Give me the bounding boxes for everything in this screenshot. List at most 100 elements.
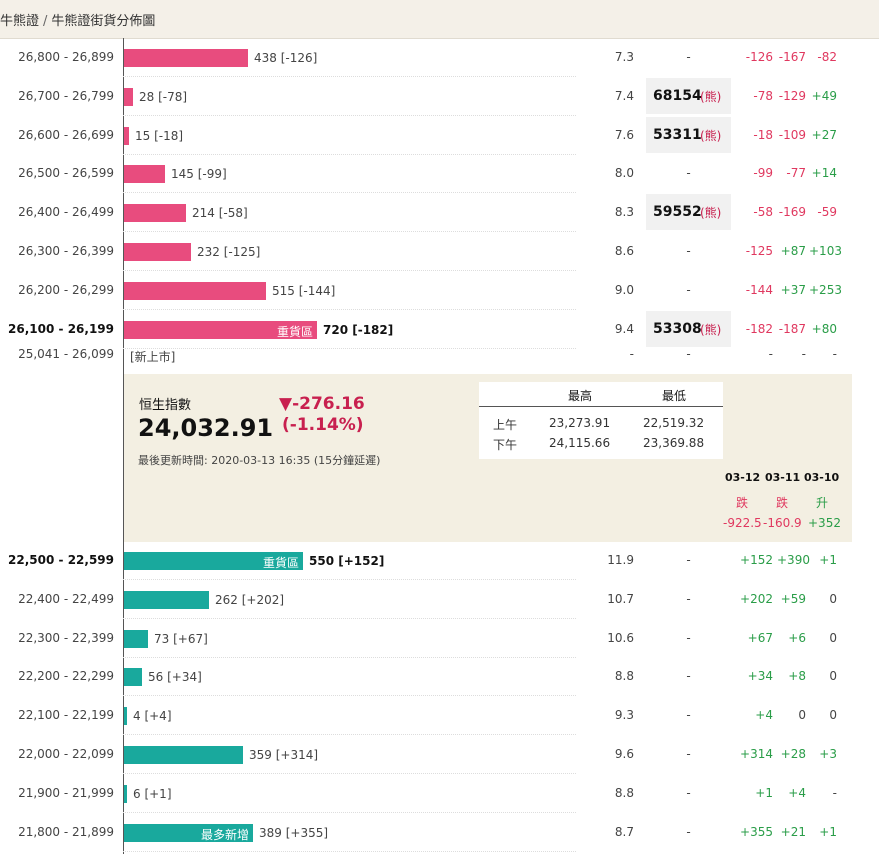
history-direction: 跌 bbox=[776, 496, 789, 510]
warrant-code[interactable]: 59552 bbox=[653, 204, 702, 221]
code-box[interactable]: 53308 (熊) bbox=[646, 310, 731, 347]
ratio: 8.8 bbox=[614, 785, 634, 800]
row-divider bbox=[123, 114, 576, 116]
bull-row: 26,800 - 26,899 438 [-126] 7.3 - -126 -1… bbox=[0, 39, 879, 77]
bear-mark: (熊) bbox=[700, 128, 722, 143]
row-divider bbox=[123, 811, 576, 813]
session-label: 上午 bbox=[493, 418, 518, 432]
bull-bar[interactable] bbox=[124, 243, 191, 261]
code: - bbox=[686, 166, 691, 181]
change-3: +1 bbox=[819, 824, 837, 839]
warrant-code[interactable]: 53308 bbox=[653, 320, 702, 337]
bull-bar[interactable]: 重貨區 bbox=[124, 320, 317, 339]
ratio: 8.8 bbox=[614, 669, 634, 684]
change-3: +253 bbox=[809, 282, 842, 297]
bear-bar[interactable]: 重貨區 bbox=[124, 552, 303, 570]
change-1: -58 bbox=[753, 205, 773, 220]
price-range: 26,500 - 26,599 bbox=[18, 166, 114, 181]
breadcrumb-cbbc-distribution[interactable]: 牛熊證街貨分佈圖 bbox=[51, 14, 156, 29]
code: - bbox=[686, 244, 691, 258]
change-2: -187 bbox=[778, 321, 806, 336]
bar-value: 15 [-18] bbox=[135, 128, 184, 143]
code: - bbox=[686, 708, 691, 723]
row-divider bbox=[123, 850, 576, 852]
change-1: -99 bbox=[753, 166, 773, 181]
session-low: 23,369.88 bbox=[643, 436, 705, 450]
change-2: +390 bbox=[777, 553, 810, 567]
change-3: +3 bbox=[819, 747, 837, 761]
bear-mark: (熊) bbox=[700, 89, 722, 104]
bar-value: 389 [+355] bbox=[259, 825, 329, 840]
bear-bar[interactable]: 最多新增 bbox=[124, 823, 253, 842]
low-header: 最低 bbox=[662, 389, 687, 403]
change-1: +4 bbox=[755, 708, 773, 723]
breadcrumb: 牛熊證 / 牛熊證街貨分佈圖 bbox=[0, 10, 155, 29]
ratio: 7.6 bbox=[614, 127, 634, 142]
bar-value: 56 [+34] bbox=[148, 670, 202, 685]
change-2: +59 bbox=[780, 591, 806, 606]
warrant-code[interactable]: 68154 bbox=[653, 87, 702, 104]
bar-value: 515 [-144] bbox=[272, 283, 336, 298]
change-3: +49 bbox=[811, 88, 837, 103]
bear-bar[interactable] bbox=[124, 707, 127, 726]
bull-bar[interactable] bbox=[124, 281, 266, 300]
bull-bar[interactable] bbox=[124, 49, 248, 67]
bull-bar[interactable] bbox=[124, 165, 165, 184]
change-1: -18 bbox=[753, 127, 773, 142]
bear-row: 21,800 - 21,899 最多新增 389 [+355] 8.7 - +3… bbox=[0, 814, 879, 852]
history-date: 03-12 bbox=[725, 471, 761, 484]
bar-value: 438 [-126] bbox=[254, 51, 318, 65]
change-1: +202 bbox=[740, 591, 773, 606]
bar-tag: 重貨區 bbox=[262, 556, 299, 570]
row-divider bbox=[123, 347, 576, 349]
bar-value: 214 [-58] bbox=[192, 206, 248, 221]
bear-row: 22,300 - 22,399 73 [+67] 10.6 - +67 +6 0 bbox=[0, 620, 879, 658]
row-divider bbox=[123, 773, 576, 774]
change-1: -182 bbox=[745, 321, 773, 336]
change-3: 0 bbox=[829, 591, 837, 606]
high-low-table: 最高 最低 上午 23,273.91 22,519.32 下午 24,115.6… bbox=[479, 382, 723, 459]
row-divider bbox=[123, 153, 576, 155]
change-2: +8 bbox=[788, 669, 806, 684]
code-box[interactable]: 59552 (熊) bbox=[646, 194, 731, 231]
price-range: 26,400 - 26,499 bbox=[18, 205, 114, 220]
row-divider bbox=[123, 579, 576, 580]
ratio: 9.4 bbox=[614, 321, 634, 336]
bull-bar[interactable] bbox=[124, 126, 129, 145]
row-divider bbox=[123, 192, 576, 194]
code: - bbox=[686, 630, 691, 645]
bear-bar[interactable] bbox=[124, 590, 209, 609]
change-3: -59 bbox=[817, 205, 837, 220]
ratio: 7.4 bbox=[614, 88, 634, 103]
code-box[interactable]: 68154 (熊) bbox=[646, 77, 731, 114]
change-1: +152 bbox=[740, 553, 773, 567]
bear-bar[interactable] bbox=[124, 784, 127, 803]
bull-row: 26,200 - 26,299 515 [-144] 9.0 - -144 +3… bbox=[0, 272, 879, 310]
bear-bar[interactable] bbox=[124, 668, 142, 687]
change-3: - bbox=[832, 347, 837, 361]
breadcrumb-cbbc[interactable]: 牛熊證 bbox=[0, 14, 40, 29]
header-divider bbox=[479, 406, 723, 407]
change-3: 0 bbox=[829, 630, 837, 645]
bull-bar[interactable] bbox=[124, 204, 186, 223]
price-range: 22,100 - 22,199 bbox=[18, 708, 114, 723]
bar-value: 262 [+202] bbox=[215, 592, 285, 607]
change-1: -78 bbox=[753, 88, 773, 103]
row-divider bbox=[123, 656, 576, 658]
price-range: 26,100 - 26,199 bbox=[8, 321, 114, 336]
code: - bbox=[686, 669, 691, 684]
bear-row: 22,200 - 22,299 56 [+34] 8.8 - +34 +8 0 bbox=[0, 658, 879, 697]
bull-bar[interactable] bbox=[124, 87, 133, 106]
bear-row: 22,500 - 22,599 重貨區 550 [+152] 11.9 - +1… bbox=[0, 542, 879, 580]
bar-value: 550 [+152] bbox=[309, 554, 385, 568]
bear-bar[interactable] bbox=[124, 746, 243, 764]
new-listing-label: [新上市] bbox=[130, 350, 176, 364]
change-2: -109 bbox=[778, 127, 806, 142]
bar-value: 359 [+314] bbox=[249, 748, 319, 762]
bear-bar[interactable] bbox=[124, 629, 148, 648]
code-box[interactable]: 53311 (熊) bbox=[646, 116, 731, 153]
price-range: 26,700 - 26,799 bbox=[18, 88, 114, 103]
warrant-code[interactable]: 53311 bbox=[653, 126, 702, 143]
bull-row: 26,700 - 26,799 28 [-78] 7.4 68154 (熊) -… bbox=[0, 77, 879, 116]
index-change: ▼-276.16 bbox=[279, 394, 365, 414]
